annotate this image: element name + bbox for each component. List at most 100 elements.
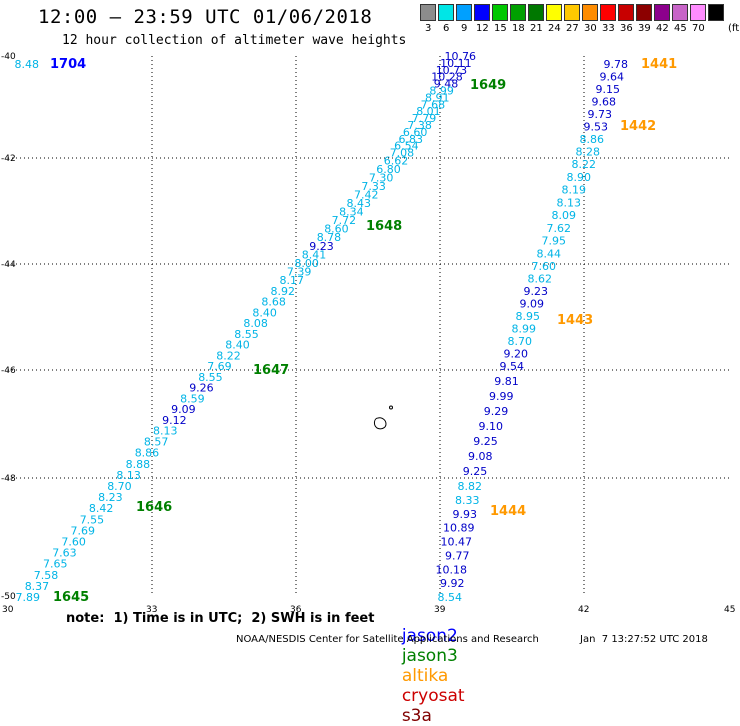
east-track: 9.789.649.159.689.739.538.868.288.228.90… xyxy=(436,58,629,604)
wave-height-value: 8.62 xyxy=(528,273,553,286)
scale-swatch xyxy=(564,4,580,21)
scale-swatch xyxy=(438,4,454,21)
wave-height-value: 8.54 xyxy=(438,591,463,604)
pass-time-label: 1444 xyxy=(490,504,526,519)
wave-height-value: 7.79 xyxy=(412,112,437,125)
wave-height-value: 8.86 xyxy=(135,447,160,460)
scale-label: 15 xyxy=(494,23,507,34)
wave-height-value: 7.65 xyxy=(43,558,68,571)
scale-label: 39 xyxy=(638,23,651,34)
longitude-label: 45 xyxy=(724,605,735,615)
wave-height-value: 9.08 xyxy=(468,450,493,463)
wave-height-value: 9.53 xyxy=(584,121,609,134)
scale-label: 30 xyxy=(584,23,597,34)
legend-s3a: s3a xyxy=(401,706,432,726)
wave-height-value: 8.13 xyxy=(116,469,141,482)
latitude-label: -48 xyxy=(1,474,16,484)
latitude-label: -42 xyxy=(1,154,16,164)
wave-height-value: 7.55 xyxy=(80,513,105,526)
wave-height-value: 7.72 xyxy=(332,214,357,227)
latitude-label: -40 xyxy=(1,52,16,62)
wave-height-value: 9.15 xyxy=(596,83,621,96)
wave-height-value: 8.48 xyxy=(15,58,40,71)
wave-height-value: 8.60 xyxy=(324,223,349,236)
pass-time-label: 1647 xyxy=(253,363,289,378)
scale-label: 33 xyxy=(602,23,615,34)
scale-label: 27 xyxy=(566,23,579,34)
wave-height-value: 6.83 xyxy=(399,133,424,146)
pass-time-label: 1646 xyxy=(136,500,172,515)
wave-height-value: 9.54 xyxy=(500,360,525,373)
wave-height-value: 9.92 xyxy=(440,577,465,590)
wave-height-value: 7.39 xyxy=(287,265,312,278)
scale-swatch xyxy=(528,4,544,21)
scale-label: 6 xyxy=(443,23,450,34)
wave-height-value: 8.68 xyxy=(261,296,286,309)
wave-height-value: 8.43 xyxy=(347,197,372,210)
scale-label: 21 xyxy=(530,23,543,34)
wave-height-value: 9.23 xyxy=(524,285,549,298)
wave-height-value: 6.80 xyxy=(376,163,401,176)
wave-height-value: 8.19 xyxy=(562,184,587,197)
scale-label: 9 xyxy=(461,23,468,34)
wave-height-value: 9.12 xyxy=(162,414,187,427)
wave-height-value: 8.92 xyxy=(271,285,296,298)
wave-height-value: 7.69 xyxy=(71,524,96,537)
wave-height-value: 10.11 xyxy=(440,57,472,70)
longitude-label: 33 xyxy=(146,605,157,615)
wave-height-value: 7.42 xyxy=(354,189,379,202)
wave-height-value: 9.09 xyxy=(520,298,545,311)
axis-labels: -40 -42 -44 -46 -48 -50 30 33 36 39 42 45 xyxy=(1,52,735,615)
legend-cryosat: cryosat xyxy=(401,686,465,706)
wave-height-value: 9.23 xyxy=(309,240,334,253)
wave-height-value: 8.70 xyxy=(107,480,132,493)
longitude-label: 30 xyxy=(2,605,14,615)
wave-height-value: 7.95 xyxy=(542,235,567,248)
wave-height-value: 8.99 xyxy=(512,323,537,336)
wave-height-value: 7.63 xyxy=(52,547,77,560)
scale-swatch xyxy=(618,4,634,21)
legend-jason3: jason3 xyxy=(401,646,458,666)
wave-height-value: 8.82 xyxy=(458,480,483,493)
latitude-label: -46 xyxy=(1,366,16,376)
scale-label: 24 xyxy=(548,23,561,34)
wave-height-value: 8.22 xyxy=(216,349,241,362)
wave-height-value: 10.28 xyxy=(431,71,463,84)
wave-height-value: 9.64 xyxy=(600,71,625,84)
wave-height-value: 9.25 xyxy=(473,435,498,448)
island-shape xyxy=(374,417,387,430)
wave-height-value: 7.33 xyxy=(361,180,386,193)
wave-height-value: 8.99 xyxy=(429,85,454,98)
wave-height-value: 8.40 xyxy=(252,306,277,319)
map-subtitle: 12 hour collection of altimeter wave hei… xyxy=(62,33,407,48)
wave-height-value: 9.09 xyxy=(171,403,196,416)
scale-swatch xyxy=(456,4,472,21)
scale-swatch xyxy=(654,4,670,21)
scale-label: 18 xyxy=(512,23,525,34)
scale-swatch xyxy=(546,4,562,21)
pass-time-label: 1648 xyxy=(366,219,402,234)
wave-height-value: 7.08 xyxy=(390,147,415,160)
wave-height-value: 8.01 xyxy=(416,105,441,118)
wave-height-value: 8.37 xyxy=(25,580,50,593)
wave-height-value: 8.57 xyxy=(144,436,169,449)
legend-jason2: jason2 xyxy=(401,626,458,646)
pass-time-label: 1441 xyxy=(641,57,677,72)
pass-time-label: 1443 xyxy=(557,313,593,328)
wave-height-value: 9.48 xyxy=(434,78,459,91)
wave-height-value: 8.17 xyxy=(280,274,305,287)
pass-time-label: 1645 xyxy=(53,590,89,605)
islet-shape xyxy=(389,405,393,410)
wave-height-value: 9.99 xyxy=(489,390,514,403)
map-title: 12:00 – 23:59 UTC 01/06/2018 xyxy=(38,6,373,28)
wave-height-value: 7.68 xyxy=(421,98,446,111)
wave-height-value: 9.25 xyxy=(463,465,488,478)
scale-label: 12 xyxy=(476,23,489,34)
latitude-label: -50 xyxy=(1,592,16,602)
wave-height-value: 10.18 xyxy=(436,563,468,576)
longitude-label: 39 xyxy=(434,605,446,615)
scale-swatch xyxy=(492,4,508,21)
wave-height-value: 8.42 xyxy=(89,502,114,515)
wave-height-value: 9.81 xyxy=(494,375,519,388)
wave-height-value: 7.62 xyxy=(547,222,572,235)
